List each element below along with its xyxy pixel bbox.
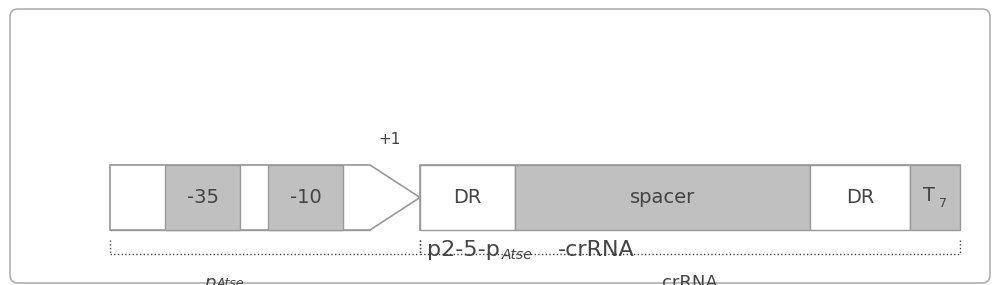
Text: DR: DR: [846, 188, 874, 207]
Text: +1: +1: [379, 132, 401, 147]
FancyBboxPatch shape: [268, 165, 343, 230]
FancyBboxPatch shape: [110, 165, 370, 230]
Text: Atse: Atse: [502, 248, 533, 262]
Text: T: T: [923, 186, 935, 205]
Text: -35: -35: [186, 188, 218, 207]
FancyBboxPatch shape: [810, 165, 910, 230]
FancyBboxPatch shape: [165, 165, 240, 230]
Text: p: p: [204, 274, 215, 285]
FancyBboxPatch shape: [910, 165, 960, 230]
FancyBboxPatch shape: [420, 165, 515, 230]
Text: spacer: spacer: [630, 188, 695, 207]
FancyBboxPatch shape: [10, 9, 990, 283]
FancyBboxPatch shape: [515, 165, 810, 230]
FancyBboxPatch shape: [420, 165, 960, 230]
Text: 7: 7: [939, 197, 947, 210]
Text: -crRNA: -crRNA: [558, 240, 635, 260]
Text: -10: -10: [290, 188, 321, 207]
Text: crRNA: crRNA: [662, 274, 718, 285]
Text: DR: DR: [453, 188, 482, 207]
Text: Atse: Atse: [217, 277, 245, 285]
Polygon shape: [110, 165, 420, 230]
Text: p2-5-p: p2-5-p: [427, 240, 500, 260]
